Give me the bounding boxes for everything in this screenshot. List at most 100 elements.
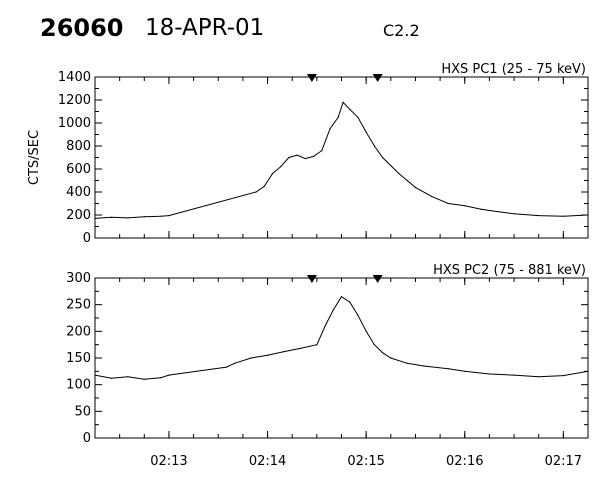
data-point [562,215,564,217]
goes-class: C2.2 [383,21,420,40]
y-tick-label: 400 [66,185,91,200]
y-tick-label: 800 [66,139,91,154]
data-point [225,366,228,368]
data-point [538,376,540,378]
y-tick-label: 200 [66,208,91,223]
data-point [316,344,318,346]
y-tick-label: 1400 [58,70,91,85]
data-point [304,158,306,160]
data-point [587,214,589,216]
data-point [464,370,466,372]
data-point [349,108,351,110]
data-point [381,352,384,354]
data-point [110,216,113,218]
data-point [406,362,408,364]
data-point [296,154,298,156]
data-point [329,128,331,130]
data-point [299,347,302,349]
x-tick-label: 02:15 [347,454,384,469]
y-axis-label: CTS/SEC [27,130,42,185]
y-tick-label: 200 [66,324,91,339]
x-tick-label: 02:17 [545,454,582,469]
data-point [94,374,96,376]
data-point [250,357,252,359]
time-marker [372,74,383,82]
y-tick-label: 1200 [58,93,91,108]
data-point [255,191,257,193]
data-point [497,210,499,213]
data-point [398,173,400,175]
data-point [349,301,351,303]
data-point [127,376,129,378]
data-point [266,354,269,356]
y-tick-label: 150 [66,351,91,366]
data-point [234,362,236,364]
data-point [283,351,285,353]
data-point [324,325,326,327]
y-tick-label: 250 [66,298,91,313]
data-point [587,370,589,372]
data-point [357,314,359,316]
y-tick-label: 0 [83,431,91,446]
data-point [373,145,375,147]
data-point [488,373,490,375]
y-tick-label: 300 [66,271,91,286]
data-point [342,101,344,103]
panel-title: HXS PC2 (75 - 881 keV) [433,263,586,278]
event-id: 26060 [40,14,124,42]
data-point [94,217,96,220]
event-date: 18-APR-01 [145,15,265,41]
data-point [414,186,417,188]
data-point [168,374,170,376]
series-line-1 [94,101,589,219]
data-point [288,156,290,159]
data-point [110,377,113,379]
data-point [160,215,162,217]
data-point [143,216,145,218]
time-marker [306,74,317,82]
data-point [271,173,274,175]
data-point [513,374,515,376]
series-line-2 [94,296,589,380]
data-point [390,164,392,167]
panel-title: HXS PC1 (25 - 75 keV) [441,62,586,77]
data-point [447,368,449,370]
data-point [337,116,339,118]
data-point [562,375,564,377]
data-point [312,155,315,157]
data-point [280,166,282,168]
data-point [143,378,145,380]
x-tick-label: 02:13 [150,454,187,469]
data-point [423,365,425,367]
data-point [168,214,170,217]
data-point [431,196,433,198]
data-point [365,131,367,133]
x-tick-label: 02:16 [446,454,483,469]
data-point [263,185,265,187]
y-tick-label: 50 [74,404,91,419]
data-point [538,214,540,217]
data-point [447,202,449,205]
data-point [332,309,334,311]
data-point [373,344,375,346]
data-point [340,296,343,298]
data-point [127,217,129,219]
y-tick-label: 1000 [58,116,91,131]
y-tick-label: 0 [83,231,91,246]
data-point [160,377,162,379]
data-point [513,213,515,215]
x-tick-label: 02:14 [249,454,286,469]
data-point [406,179,408,182]
data-point [321,150,323,152]
y-tick-label: 600 [66,162,91,177]
data-point [480,208,482,210]
time-marker [306,275,317,283]
data-point [464,205,466,207]
data-point [390,357,392,359]
plot-frame-2 [94,277,589,439]
data-point [357,116,359,118]
data-point [381,156,384,159]
time-marker [372,275,383,283]
data-point [365,330,367,332]
